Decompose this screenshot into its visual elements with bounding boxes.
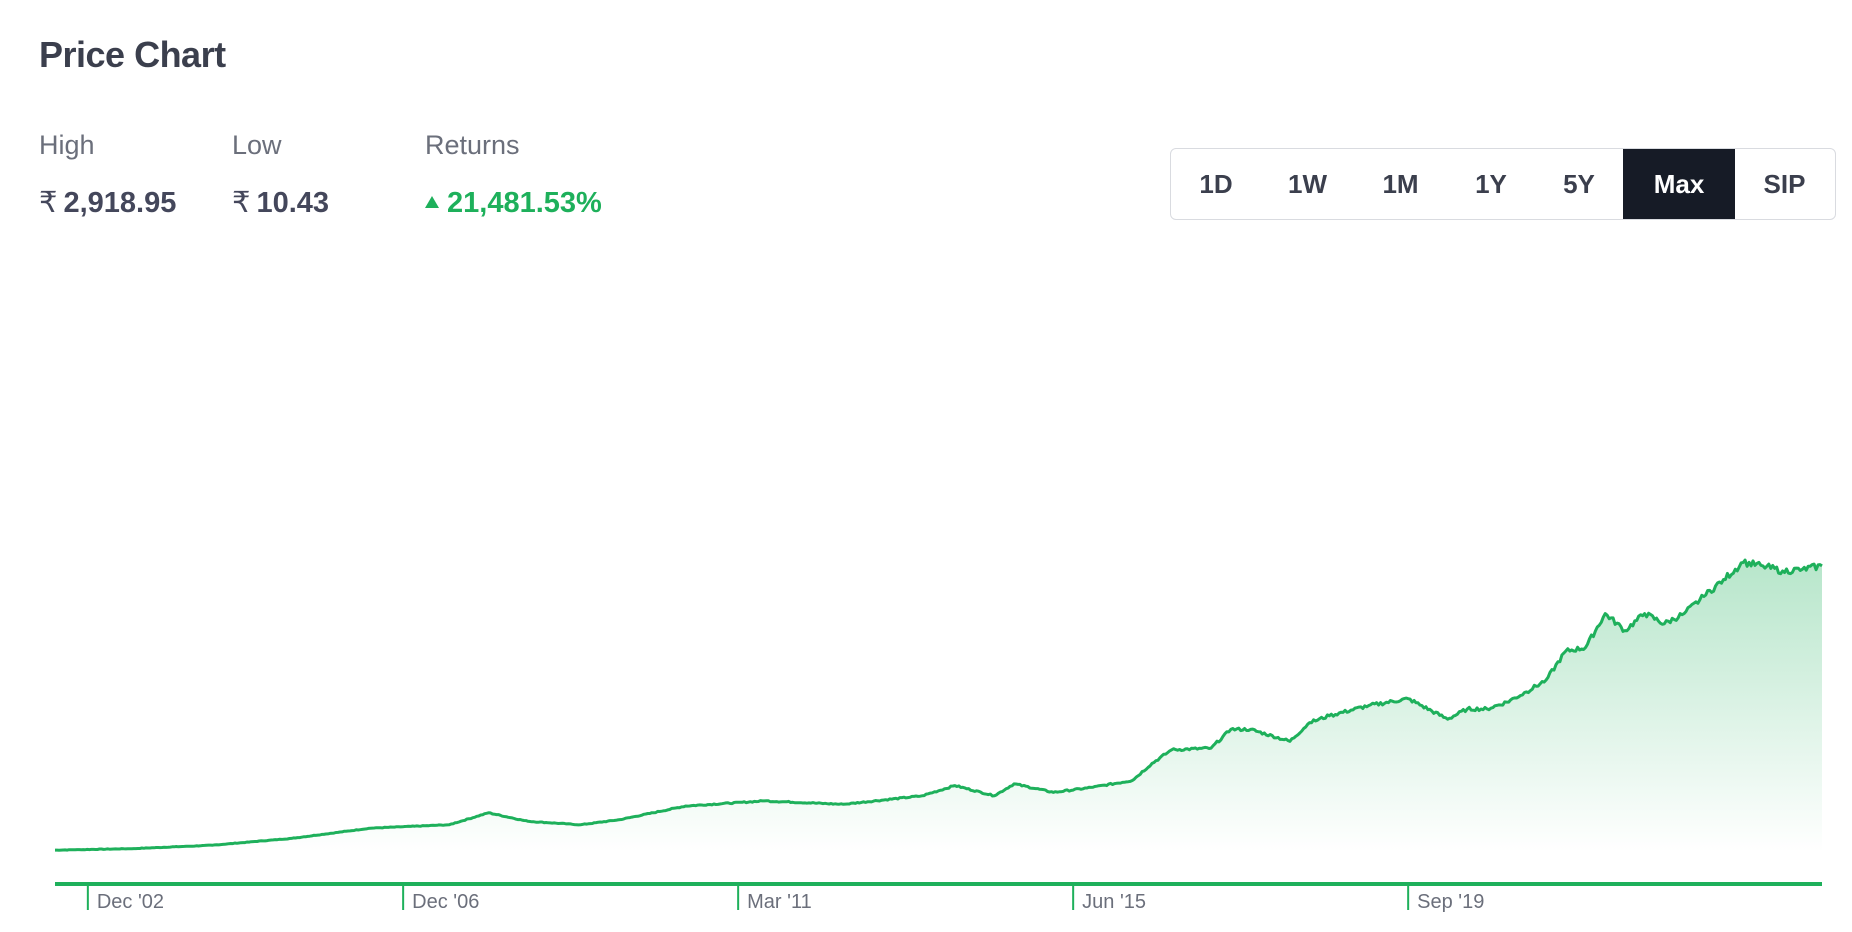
range-button-1w[interactable]: 1W bbox=[1288, 168, 1327, 199]
range-button-sip[interactable]: SIP bbox=[1763, 168, 1806, 199]
price-area-fill bbox=[55, 560, 1822, 852]
x-axis-tick-label: Jun '15 bbox=[1082, 891, 1146, 913]
range-button-5y[interactable]: 5Y bbox=[1563, 168, 1595, 199]
high-amount: 2,918.95 bbox=[63, 187, 177, 219]
range-button-1y[interactable]: 1Y bbox=[1475, 168, 1507, 199]
range-button-max[interactable]: Max bbox=[1623, 149, 1735, 219]
range-button-1m[interactable]: 1M bbox=[1382, 168, 1419, 199]
range-selector: 1D 1W 1M 1Y 5Y Max SIP bbox=[1170, 148, 1836, 220]
x-axis: Dec '02 Dec '06 Mar '11 Jun '15 Sep '19 bbox=[55, 882, 1822, 913]
high-stat: High ₹2,918.95 bbox=[39, 128, 176, 221]
rupee-icon: ₹ bbox=[39, 187, 58, 219]
low-stat: Low ₹10.43 bbox=[232, 128, 329, 221]
range-button-1d[interactable]: 1D bbox=[1199, 168, 1233, 199]
low-value: ₹10.43 bbox=[232, 185, 329, 221]
returns-amount: 21,481.53% bbox=[447, 187, 602, 219]
returns-value: 21,481.53% bbox=[425, 185, 602, 221]
high-value: ₹2,918.95 bbox=[39, 185, 176, 221]
x-axis-tick-label: Dec '02 bbox=[97, 891, 164, 913]
high-label: High bbox=[39, 130, 95, 160]
page-title: Price Chart bbox=[39, 34, 226, 75]
returns-stat: Returns 21,481.53% bbox=[425, 128, 602, 221]
low-amount: 10.43 bbox=[256, 187, 330, 219]
x-axis-tick-label: Sep '19 bbox=[1417, 891, 1484, 913]
up-triangle-icon bbox=[425, 196, 439, 208]
x-axis-tick-label: Mar '11 bbox=[747, 891, 812, 913]
returns-label: Returns bbox=[425, 130, 520, 160]
rupee-icon: ₹ bbox=[232, 187, 251, 219]
low-label: Low bbox=[232, 130, 282, 160]
x-axis-tick-label: Dec '06 bbox=[412, 891, 479, 913]
price-series-line bbox=[55, 558, 1823, 852]
